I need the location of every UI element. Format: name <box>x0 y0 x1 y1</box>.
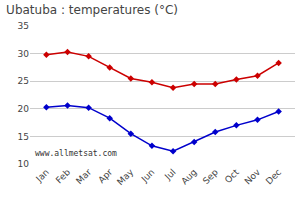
svg-text:10: 10 <box>18 159 30 169</box>
svg-text:Sep: Sep <box>201 167 220 186</box>
svg-text:Ubatuba : temperatures (°C): Ubatuba : temperatures (°C) <box>6 3 178 17</box>
svg-text:Feb: Feb <box>54 167 73 186</box>
svg-text:35: 35 <box>18 21 29 31</box>
svg-text:Mar: Mar <box>74 167 93 186</box>
svg-text:Apr: Apr <box>96 167 114 185</box>
svg-text:20: 20 <box>18 104 30 114</box>
svg-text:25: 25 <box>18 76 29 86</box>
svg-text:Jul: Jul <box>162 167 177 182</box>
svg-text:Jun: Jun <box>139 167 157 185</box>
svg-text:Dec: Dec <box>264 167 283 186</box>
svg-text:Jan: Jan <box>33 167 51 185</box>
svg-text:Aug: Aug <box>179 167 199 187</box>
svg-text:30: 30 <box>18 49 30 59</box>
svg-text:Oct: Oct <box>223 167 241 185</box>
svg-text:Nov: Nov <box>243 167 263 187</box>
svg-text:15: 15 <box>18 132 29 142</box>
svg-text:www.allmetsat.com: www.allmetsat.com <box>35 149 117 158</box>
svg-text:May: May <box>115 167 136 188</box>
